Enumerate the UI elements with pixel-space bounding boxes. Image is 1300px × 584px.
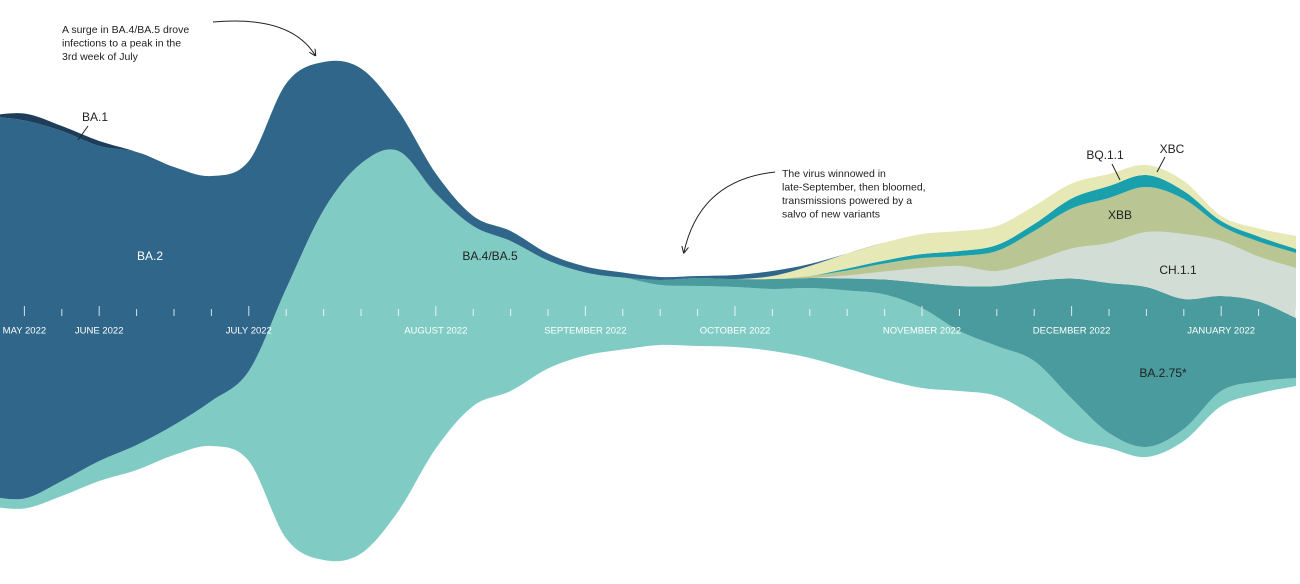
stream [0,60,1296,500]
x-tick-label: AUGUST 2022 [404,326,467,337]
series-label: BQ.1.1 [1086,148,1124,162]
annotation: salvo of new variants [782,208,880,220]
stream [0,149,1296,500]
annotation: The virus winnowed in [782,168,886,180]
stream [0,149,1296,562]
annotation: late-September, then bloomed, [782,181,926,193]
leader-line [77,125,89,141]
labels: BA.4/BA.5 BA.2.75* CH.1.1 XBB XBC BQ.1.1 BA.2 B… [62,24,1197,380]
annotation: A surge in BA.4/BA.5 drove [62,24,189,36]
annotation: 3rd week of July [62,51,139,63]
series-label: XBC [1160,142,1185,156]
x-tick-label: JANUARY 2022 [1187,326,1255,337]
series-label: BA.1 [82,110,108,124]
leader-line [1111,163,1121,181]
annotation-arrow [684,171,776,252]
series-label: BA.2 [137,249,163,263]
x-tick-label: OCTOBER 2022 [700,326,771,337]
x-tick-label: NOVEMBER 2022 [883,326,961,337]
axis: MAY 2022 JUNE 2022 JULY 2022 AUGUST 2022 SEP… [3,306,1297,337]
series-label: BA.2.75* [1139,366,1187,380]
series-label: BA.4/BA.5 [462,249,518,263]
series-label: XBB [1108,208,1132,222]
x-tick-label: MAY 2022 [3,326,46,337]
stream [0,149,1296,500]
annotation-arrow [212,20,315,55]
streams [0,60,1296,562]
leader-line [1156,156,1166,173]
stream [0,149,1296,500]
x-tick-label: DECEMBER 2022 [1033,326,1111,337]
x-tick-label: SEPTEMBER 2022 [544,326,626,337]
x-tick-label: JUNE 2022 [75,326,124,337]
series-label: CH.1.1 [1159,263,1197,277]
annotation: transmissions powered by a [782,195,912,207]
annotation: infections to a peak in the [62,37,181,49]
x-tick-label: JULY 2022 [226,326,272,337]
